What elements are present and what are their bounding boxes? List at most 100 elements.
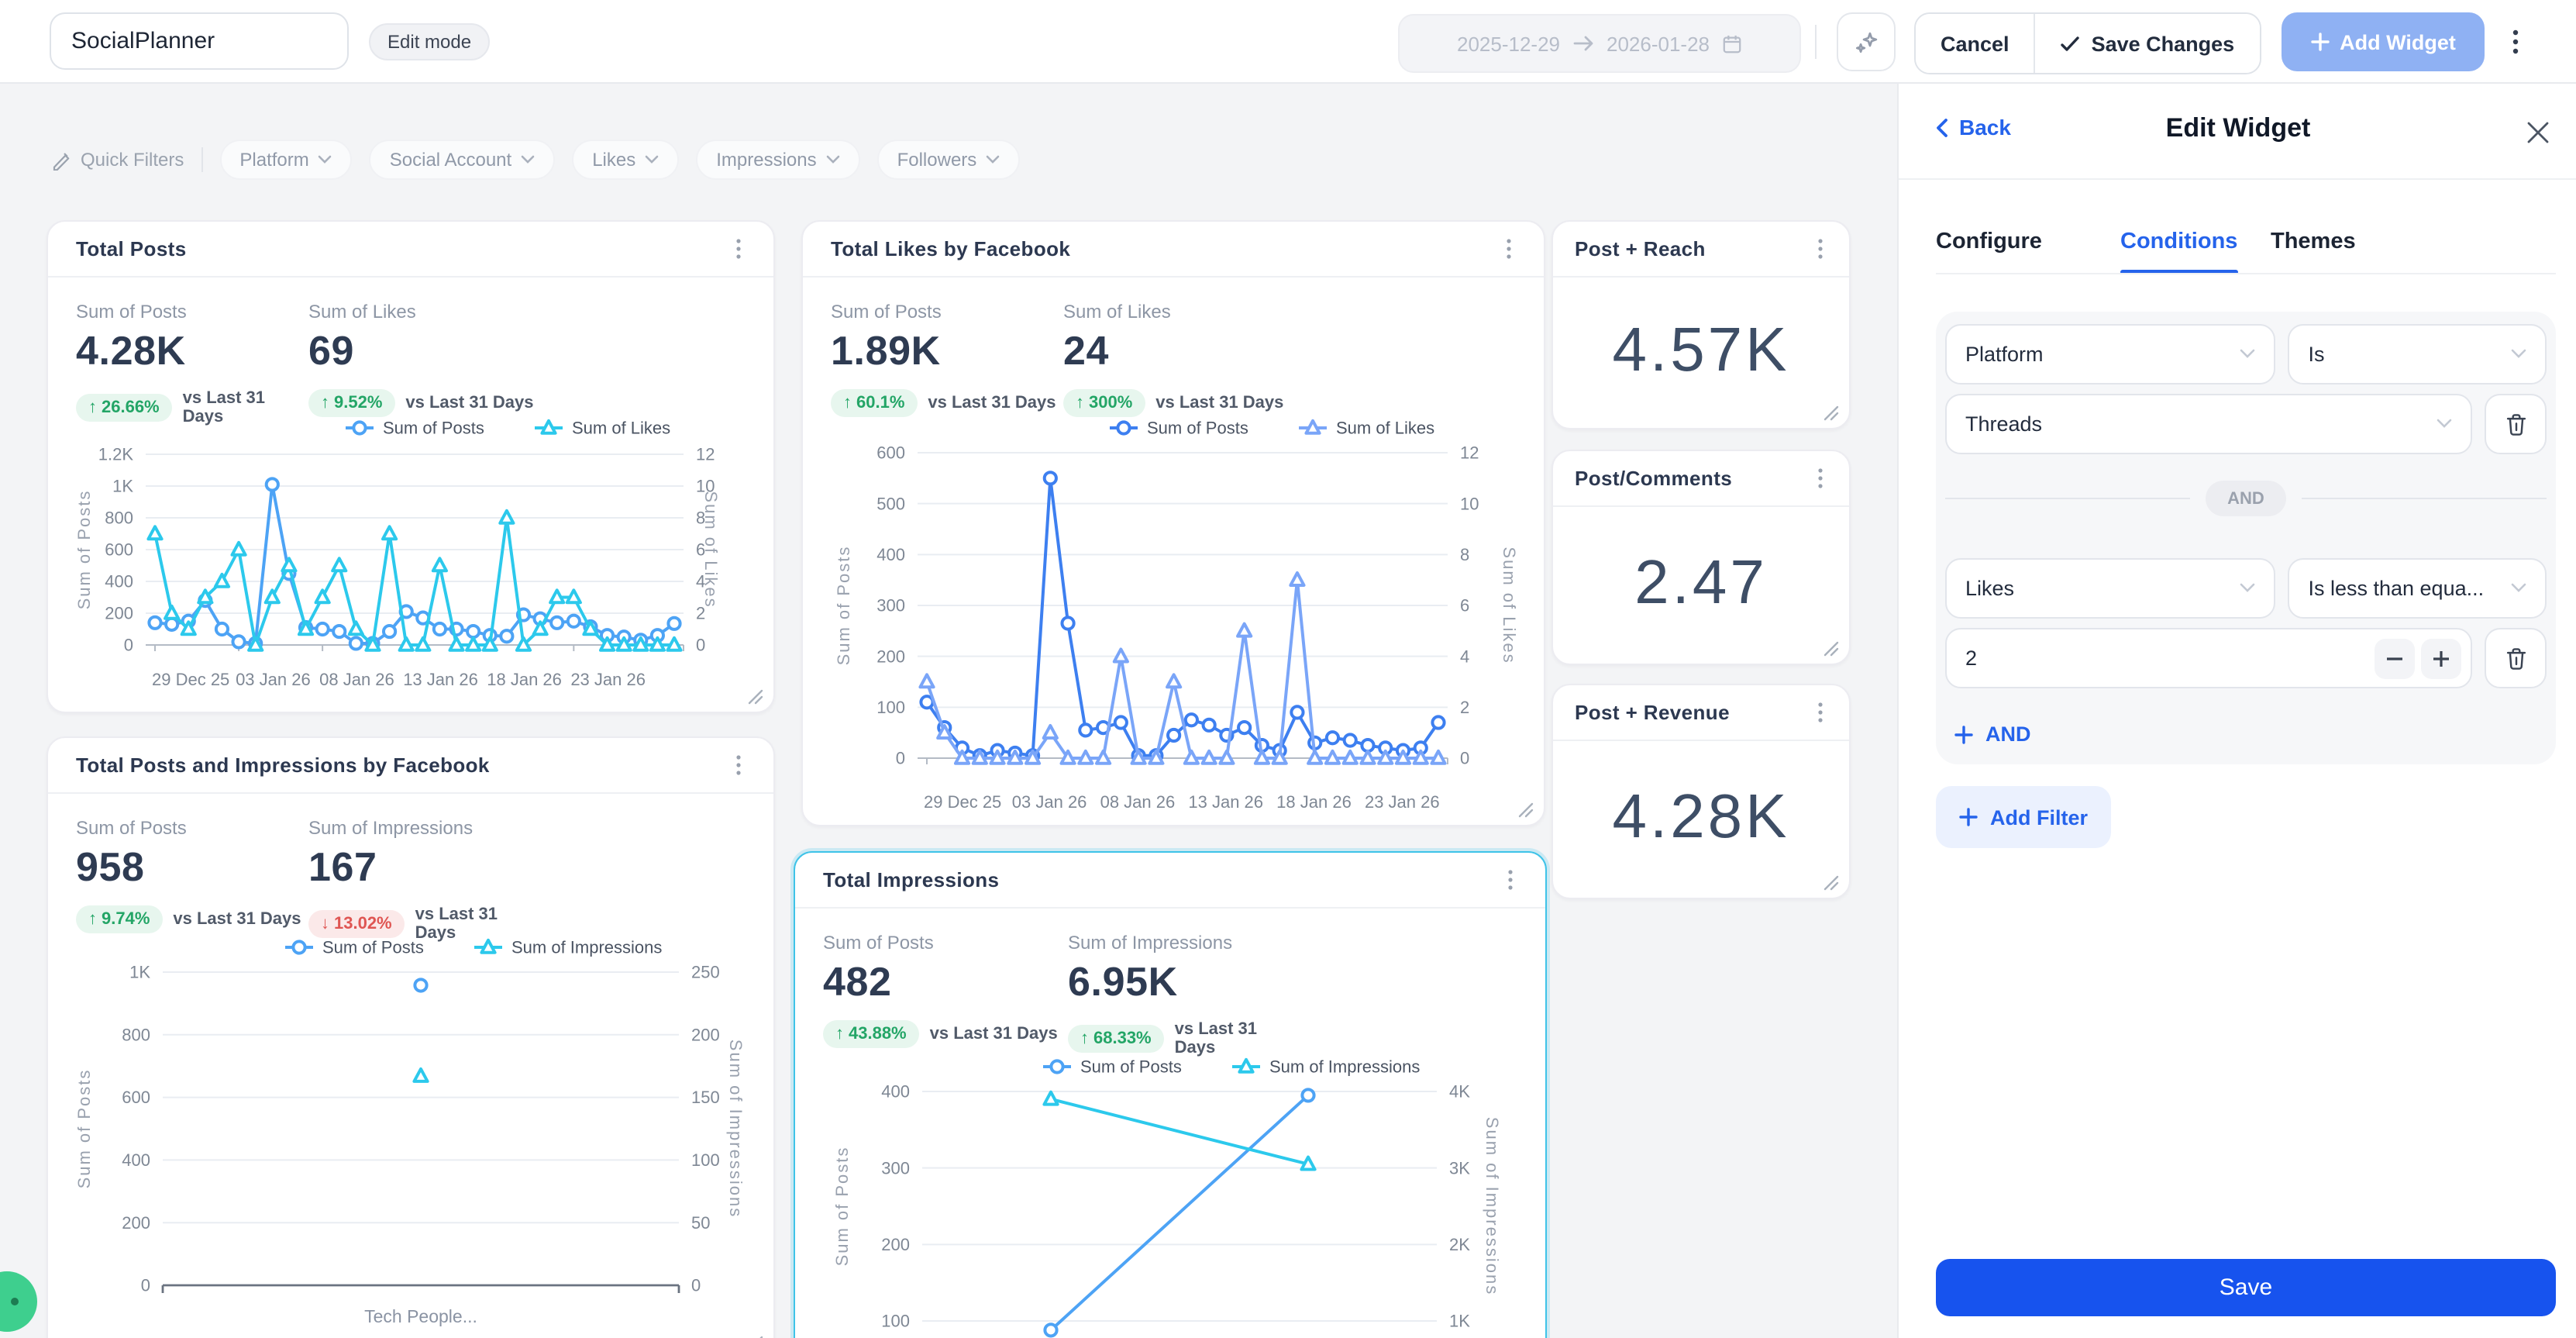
- and-divider: AND: [1945, 481, 2547, 516]
- svg-text:23 Jan 26: 23 Jan 26: [1365, 792, 1440, 812]
- chat-bubble-button[interactable]: [0, 1271, 37, 1332]
- close-icon[interactable]: [2522, 116, 2553, 147]
- resize-handle-icon: [1824, 641, 1839, 657]
- delete-condition-button[interactable]: [2485, 628, 2547, 688]
- widget-card-post-revenue[interactable]: Post + Revenue 4.28K: [1551, 684, 1851, 899]
- resize-handle[interactable]: [1823, 637, 1840, 657]
- svg-text:800: 800: [105, 509, 133, 528]
- save-changes-button[interactable]: Save Changes: [2034, 14, 2260, 73]
- stat-block: Sum of Likes 24 ↑ 300% vs Last 31 Days: [1063, 301, 1296, 417]
- delta-badge: ↑ 9.52%: [308, 389, 395, 417]
- resize-handle[interactable]: [747, 1332, 764, 1338]
- sparkles-icon: [1855, 31, 1877, 53]
- svg-text:50: 50: [691, 1213, 710, 1233]
- chevron-down-icon: [319, 155, 332, 164]
- trash-icon: [2505, 413, 2526, 435]
- condition-value-input[interactable]: 2: [1945, 628, 2472, 688]
- widget-card-total-impressions[interactable]: Total Impressions Sum of Posts 482 ↑ 43.8…: [794, 851, 1547, 1338]
- resize-handle-icon: [1518, 802, 1534, 818]
- card-menu-button[interactable]: [1496, 864, 1524, 895]
- overflow-menu-button[interactable]: [2492, 12, 2539, 71]
- svg-text:4K: 4K: [1449, 1082, 1470, 1102]
- widget-card-total-posts[interactable]: Total Posts Sum of Posts 4.28K ↑ 26.66% vs…: [46, 220, 775, 713]
- date-start: 2025-12-29: [1457, 32, 1560, 55]
- add-and-condition-link[interactable]: AND: [1954, 722, 2547, 746]
- card-menu-button[interactable]: [1806, 697, 1834, 728]
- svg-text:08 Jan 26: 08 Jan 26: [1100, 792, 1176, 812]
- delta-badge: ↑ 9.74%: [76, 905, 163, 933]
- delete-condition-button[interactable]: [2485, 394, 2547, 454]
- svg-text:0: 0: [691, 1276, 701, 1295]
- widget-card-total-likes-facebook[interactable]: Total Likes by Facebook Sum of Posts 1.8…: [801, 220, 1545, 826]
- chevron-left-icon: [1937, 118, 1947, 136]
- widget-card-posts-impressions-facebook[interactable]: Total Posts and Impressions by Facebook …: [46, 736, 775, 1338]
- svg-text:0: 0: [696, 636, 705, 655]
- kebab-icon: [1817, 702, 1822, 722]
- stats-row: Sum of Posts 482 ↑ 43.88% vs Last 31 Days …: [795, 909, 1545, 1057]
- total-impressions-chart: 400 4K 300 3K 200 2K 100 1K Sum of Posts Sum of I…: [832, 1057, 1502, 1338]
- board-name-input[interactable]: [50, 12, 349, 70]
- condition-field-select[interactable]: Platform: [1945, 324, 2276, 385]
- widget-card-post-comments[interactable]: Post/Comments 2.47: [1551, 450, 1851, 665]
- tab-conditions[interactable]: Conditions: [2120, 229, 2238, 254]
- filter-pill-platform[interactable]: Platform: [219, 140, 353, 180]
- filter-pill-likes[interactable]: Likes: [572, 140, 680, 180]
- decrement-button[interactable]: [2375, 638, 2415, 678]
- filter-divider: [201, 147, 203, 172]
- svg-text:100: 100: [881, 1312, 910, 1331]
- quick-filters-bar: Quick Filters Platform Social Account Li…: [51, 140, 1021, 180]
- svg-text:400: 400: [876, 545, 905, 564]
- svg-text:Sum of Impressions: Sum of Impressions: [511, 938, 662, 957]
- widget-card-post-reach[interactable]: Post + Reach 4.57K: [1551, 220, 1851, 429]
- kebab-icon: [1506, 239, 1510, 259]
- svg-text:Sum of Posts: Sum of Posts: [1080, 1057, 1182, 1077]
- resize-handle[interactable]: [1517, 798, 1534, 818]
- plus-icon: [1959, 808, 1978, 826]
- svg-text:1K: 1K: [112, 477, 133, 496]
- tabs-divider: [1936, 273, 2556, 274]
- add-filter-button[interactable]: Add Filter: [1936, 786, 2111, 848]
- resize-handle-icon: [748, 689, 763, 705]
- svg-text:400: 400: [122, 1150, 150, 1170]
- check-icon: [2061, 36, 2080, 50]
- filter-pill-impressions[interactable]: Impressions: [696, 140, 860, 180]
- tab-themes[interactable]: Themes: [2271, 229, 2356, 254]
- svg-text:Sum of Posts: Sum of Posts: [383, 419, 484, 438]
- chevron-down-icon: [2437, 419, 2452, 428]
- card-menu-button[interactable]: [1494, 233, 1522, 264]
- cancel-button[interactable]: Cancel: [1916, 14, 2034, 73]
- card-menu-button[interactable]: [724, 233, 752, 264]
- card-menu-button[interactable]: [1806, 233, 1834, 264]
- add-widget-button[interactable]: Add Widget: [2282, 12, 2485, 71]
- card-menu-button[interactable]: [724, 750, 752, 781]
- ai-sparkle-button[interactable]: [1837, 12, 1896, 71]
- condition-operator-select[interactable]: Is less than equa...: [2288, 558, 2547, 619]
- condition-field-select[interactable]: Likes: [1945, 558, 2276, 619]
- filter-pill-social-account[interactable]: Social Account: [369, 140, 556, 180]
- arrow-up-icon: ↑: [1080, 1029, 1089, 1048]
- svg-text:12: 12: [1460, 443, 1479, 463]
- tab-configure[interactable]: Configure: [1936, 229, 2042, 254]
- date-range-picker[interactable]: 2025-12-29 2026-01-28: [1398, 14, 1801, 73]
- minus-icon: [2387, 657, 2402, 660]
- resize-handle[interactable]: [1823, 402, 1840, 421]
- svg-text:250: 250: [691, 963, 720, 982]
- chevron-down-icon: [2511, 583, 2526, 592]
- condition-value-select[interactable]: Threads: [1945, 394, 2472, 454]
- filter-pill-followers[interactable]: Followers: [876, 140, 1021, 180]
- increment-button[interactable]: [2421, 638, 2461, 678]
- chevron-down-icon: [2240, 583, 2255, 592]
- condition-operator-select[interactable]: Is: [2288, 324, 2547, 385]
- svg-text:18 Jan 26: 18 Jan 26: [487, 670, 562, 689]
- card-menu-button[interactable]: [1806, 463, 1834, 494]
- resize-handle[interactable]: [1823, 871, 1840, 891]
- resize-handle[interactable]: [747, 685, 764, 705]
- back-button[interactable]: Back: [1936, 115, 2011, 140]
- resize-handle-icon: [759, 1336, 763, 1338]
- save-button[interactable]: Save: [1936, 1259, 2556, 1316]
- chevron-down-icon: [521, 155, 535, 164]
- svg-text:13 Jan 26: 13 Jan 26: [1188, 792, 1263, 812]
- svg-text:500: 500: [876, 494, 905, 513]
